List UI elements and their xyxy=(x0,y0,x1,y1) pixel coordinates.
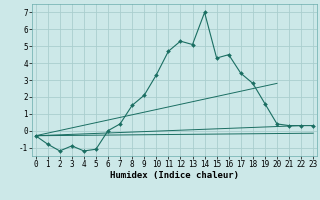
X-axis label: Humidex (Indice chaleur): Humidex (Indice chaleur) xyxy=(110,171,239,180)
